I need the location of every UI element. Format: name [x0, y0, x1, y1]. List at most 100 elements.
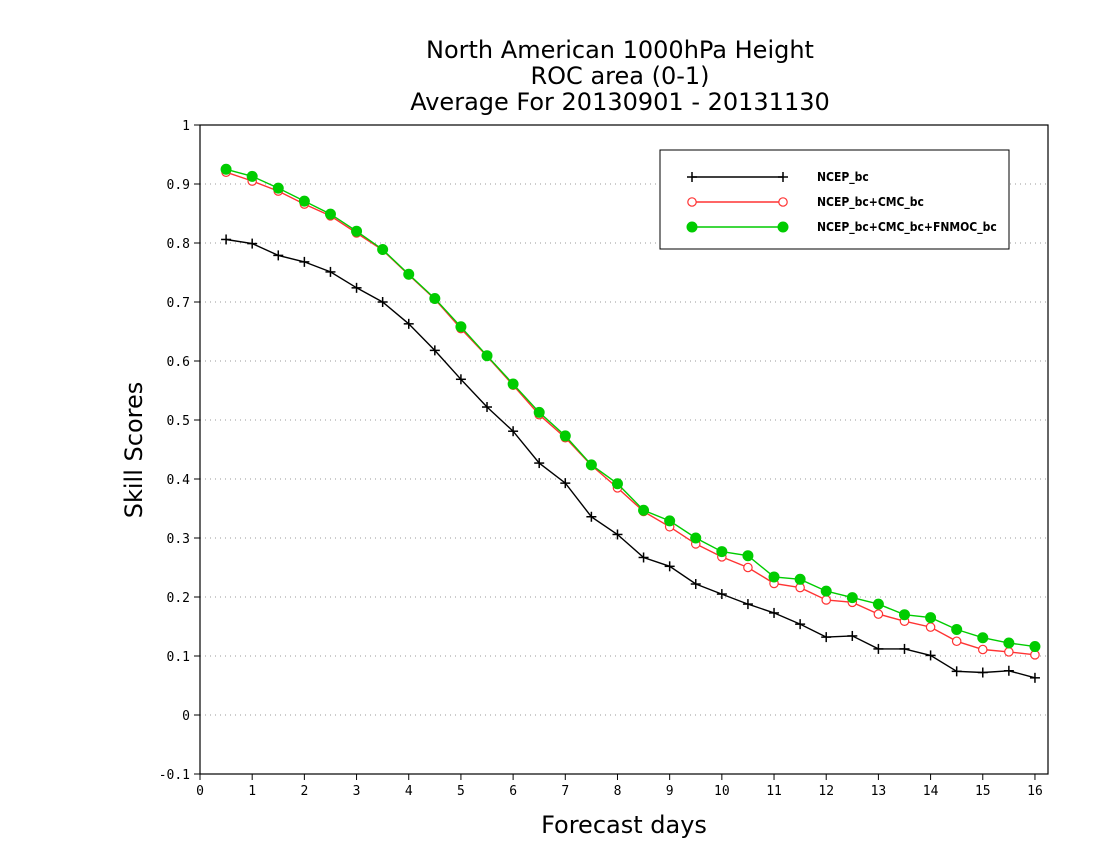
- legend-marker: [686, 221, 698, 233]
- data-point: [560, 478, 571, 489]
- x-axis-title: Forecast days: [541, 811, 707, 839]
- x-tick-label: 16: [1027, 784, 1043, 799]
- legend-marker: [777, 221, 789, 233]
- data-point: [820, 585, 832, 597]
- data-point: [690, 579, 701, 590]
- data-point: [429, 292, 441, 304]
- data-point: [533, 406, 545, 418]
- data-point: [951, 636, 962, 647]
- data-point: [508, 426, 519, 437]
- title-line-3: Average For 20130901 - 20131130: [410, 88, 830, 116]
- data-point: [638, 552, 649, 563]
- data-point: [585, 459, 597, 471]
- legend-marker: [778, 172, 788, 182]
- data-point: [898, 609, 910, 621]
- data-point: [481, 350, 493, 362]
- data-point: [925, 612, 937, 624]
- data-point: [899, 643, 910, 654]
- legend-marker: [778, 197, 788, 207]
- data-point: [821, 632, 832, 643]
- data-point: [951, 623, 963, 635]
- data-point: [351, 282, 362, 293]
- legend-box: [659, 149, 1010, 250]
- legend-marker: [687, 172, 697, 182]
- data-point: [611, 478, 623, 490]
- y-axis-title: Skill Scores: [120, 382, 148, 519]
- data-point: [768, 571, 780, 583]
- data-point: [951, 666, 962, 677]
- gridlines: [200, 183, 1048, 716]
- plot-area-frame: [199, 124, 1049, 775]
- data-point: [743, 562, 753, 573]
- legend-item: NCEP_bc+CMC_bc+FNMOC_bc: [686, 220, 997, 235]
- x-tick-label: 10: [714, 784, 730, 799]
- data-point: [664, 515, 676, 527]
- series-line: [225, 238, 1036, 679]
- data-point: [298, 195, 310, 207]
- data-point: [534, 458, 545, 469]
- y-tick-label: 0.6: [167, 355, 190, 370]
- y-tick-label: 0.2: [167, 591, 190, 606]
- data-point: [638, 504, 650, 516]
- y-tick-label: 0.9: [167, 178, 190, 193]
- x-tick-label: 11: [766, 784, 782, 799]
- x-tick-label: 9: [666, 784, 674, 799]
- legend-label: NCEP_bc+CMC_bc+FNMOC_bc: [817, 220, 997, 235]
- data-point: [769, 607, 780, 618]
- legend: NCEP_bc NCEP_bc+CMC_bc NCEP_bc+CMC_bc+FNMO…: [659, 149, 1010, 250]
- data-point: [873, 609, 884, 619]
- data-point: [403, 268, 415, 280]
- x-tick-label: 2: [300, 784, 308, 799]
- data-point: [559, 430, 571, 442]
- data-point: [846, 592, 858, 604]
- data-point: [377, 243, 389, 255]
- data-point: [847, 630, 858, 641]
- x-tick-label: 5: [457, 784, 465, 799]
- axis-ticks: -0.100.10.20.30.40.50.60.70.80.910 1 2 3 4 5 6…: [159, 119, 1043, 799]
- x-tick-label: 0: [196, 784, 204, 799]
- y-tick-label: 0.3: [167, 532, 190, 547]
- data-point: [872, 598, 884, 610]
- data-point: [272, 182, 284, 194]
- x-tick-label: 13: [871, 784, 887, 799]
- y-tick-label: 0: [182, 709, 190, 724]
- x-tick-label: 12: [818, 784, 834, 799]
- data-point: [377, 297, 388, 307]
- data-point: [742, 599, 753, 610]
- y-tick-label: 0.7: [167, 296, 190, 311]
- x-tick-label: 7: [561, 784, 569, 799]
- y-tick-label: 1: [182, 119, 190, 134]
- x-tick-label: 8: [614, 784, 622, 799]
- x-tick-label: 6: [509, 784, 517, 799]
- data-point: [325, 266, 336, 277]
- y-tick-label: 0.5: [167, 414, 190, 429]
- data-series: [220, 163, 1041, 683]
- data-point: [925, 622, 936, 632]
- data-point: [1003, 665, 1014, 676]
- x-tick-label: 4: [405, 784, 413, 799]
- legend-item: NCEP_bc: [687, 170, 869, 185]
- data-point: [247, 238, 258, 249]
- data-point: [925, 650, 936, 661]
- data-point: [1029, 641, 1041, 653]
- data-point: [220, 163, 232, 175]
- legend-label: NCEP_bc: [817, 170, 869, 185]
- data-point: [977, 667, 988, 678]
- data-point: [299, 256, 310, 267]
- series-2: [220, 163, 1041, 653]
- data-point: [455, 374, 466, 385]
- data-point: [507, 378, 519, 390]
- data-point: [795, 619, 806, 630]
- data-point: [716, 546, 728, 558]
- data-point: [821, 595, 832, 605]
- data-point: [977, 632, 989, 644]
- y-tick-label: 0.1: [167, 650, 190, 665]
- y-tick-label: 0.8: [167, 237, 190, 252]
- data-point: [221, 234, 232, 245]
- data-point: [873, 643, 884, 654]
- data-point: [1029, 672, 1040, 683]
- data-point: [690, 532, 702, 544]
- data-point: [612, 529, 623, 540]
- data-point: [716, 589, 727, 600]
